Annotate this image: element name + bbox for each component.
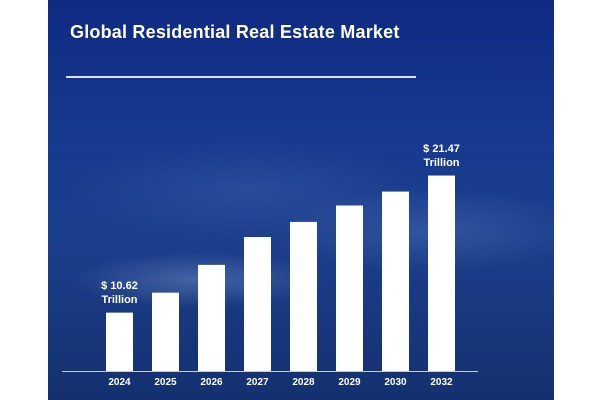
bar-2030: [382, 191, 409, 371]
title-underline: [66, 76, 416, 78]
x-tick-label-2028: 2028: [292, 377, 315, 388]
x-tick-label-2026: 2026: [200, 377, 223, 388]
data-label-2024-amount: $ 10.62: [101, 279, 138, 292]
bar-chart: 2024 2025 2026 2027 2028 2029 2030 2032: [62, 175, 478, 388]
bar-2024: [106, 312, 133, 371]
x-tick-label-2024: 2024: [108, 377, 131, 388]
bar-2032: [428, 175, 455, 371]
bar-2026: [198, 264, 225, 371]
data-label-2032-amount: $ 21.47: [423, 142, 460, 155]
data-label-2024-unit: Trillion: [101, 293, 138, 306]
bar-2029: [336, 205, 363, 371]
x-tick-label-2027: 2027: [246, 377, 269, 388]
x-tick-label-2029: 2029: [338, 377, 361, 388]
bar-2025: [152, 292, 179, 371]
x-tick-label-2032: 2032: [430, 377, 453, 388]
infographic-panel: Global Residential Real Estate Market 20…: [48, 0, 554, 400]
bar-2028: [290, 221, 317, 371]
data-label-2032-unit: Trillion: [423, 156, 460, 169]
bar-2027: [244, 237, 271, 371]
x-tick-label-2025: 2025: [154, 377, 177, 388]
data-label-2032: $ 21.47 Trillion: [412, 142, 472, 170]
chart-title: Global Residential Real Estate Market: [70, 22, 400, 42]
x-tick-label-2030: 2030: [384, 377, 407, 388]
data-label-2024: $ 10.62 Trillion: [90, 279, 150, 307]
